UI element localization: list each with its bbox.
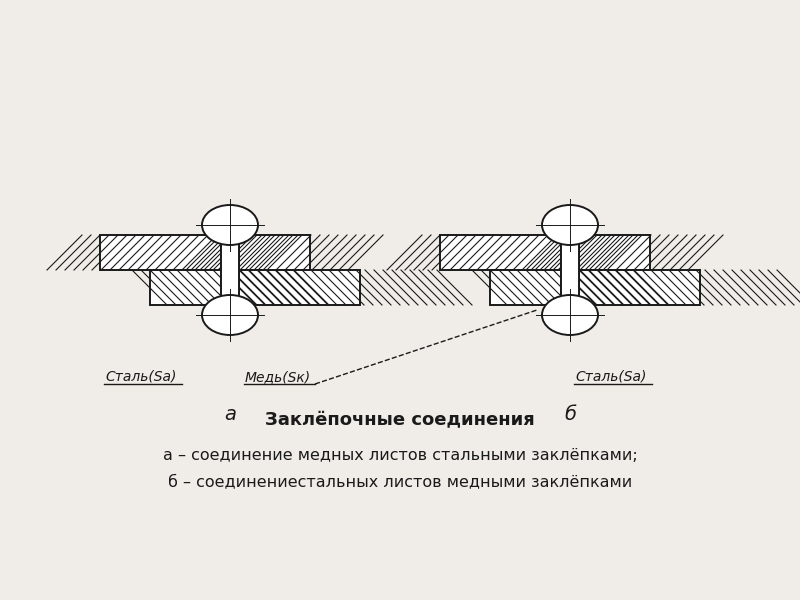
- Bar: [239, 235, 310, 270]
- Ellipse shape: [542, 295, 598, 335]
- Bar: [100, 235, 221, 270]
- Bar: [221, 235, 239, 305]
- Bar: [579, 235, 650, 270]
- Bar: [239, 270, 360, 305]
- Text: Медь(Sк): Медь(Sк): [245, 370, 311, 384]
- Bar: [579, 270, 700, 305]
- Ellipse shape: [542, 205, 598, 245]
- Text: а – соединение медных листов стальными заклёпками;: а – соединение медных листов стальными з…: [162, 448, 638, 463]
- Bar: [440, 235, 561, 270]
- Text: Сталь(Sa): Сталь(Sa): [575, 370, 646, 384]
- Text: б: б: [564, 405, 576, 424]
- Ellipse shape: [202, 295, 258, 335]
- Bar: [490, 270, 561, 305]
- Text: а: а: [224, 405, 236, 424]
- Bar: [561, 235, 579, 305]
- Text: Заклёпочные соединения: Заклёпочные соединения: [265, 411, 535, 429]
- Ellipse shape: [202, 205, 258, 245]
- Text: б – соединениестальных листов медными заклёпками: б – соединениестальных листов медными за…: [168, 475, 632, 490]
- Bar: [150, 270, 221, 305]
- Text: Сталь(Sa): Сталь(Sa): [105, 370, 176, 384]
